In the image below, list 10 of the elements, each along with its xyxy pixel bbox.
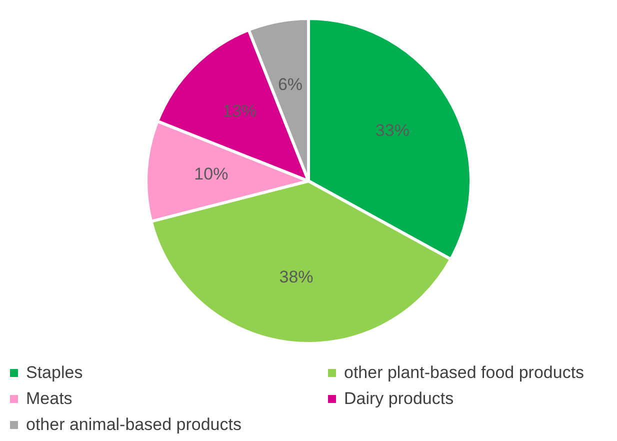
data-label: 10%	[194, 164, 228, 184]
legend-label: other plant-based food products	[344, 363, 584, 383]
legend-label: Staples	[26, 363, 83, 383]
legend-label: Meats	[26, 389, 72, 409]
data-label: 38%	[279, 267, 314, 286]
legend-label: Dairy products	[344, 389, 454, 409]
legend-label: other animal-based products	[26, 415, 242, 435]
data-label: 33%	[375, 121, 410, 140]
data-label: 6%	[278, 74, 303, 94]
data-label: 13%	[222, 102, 257, 121]
